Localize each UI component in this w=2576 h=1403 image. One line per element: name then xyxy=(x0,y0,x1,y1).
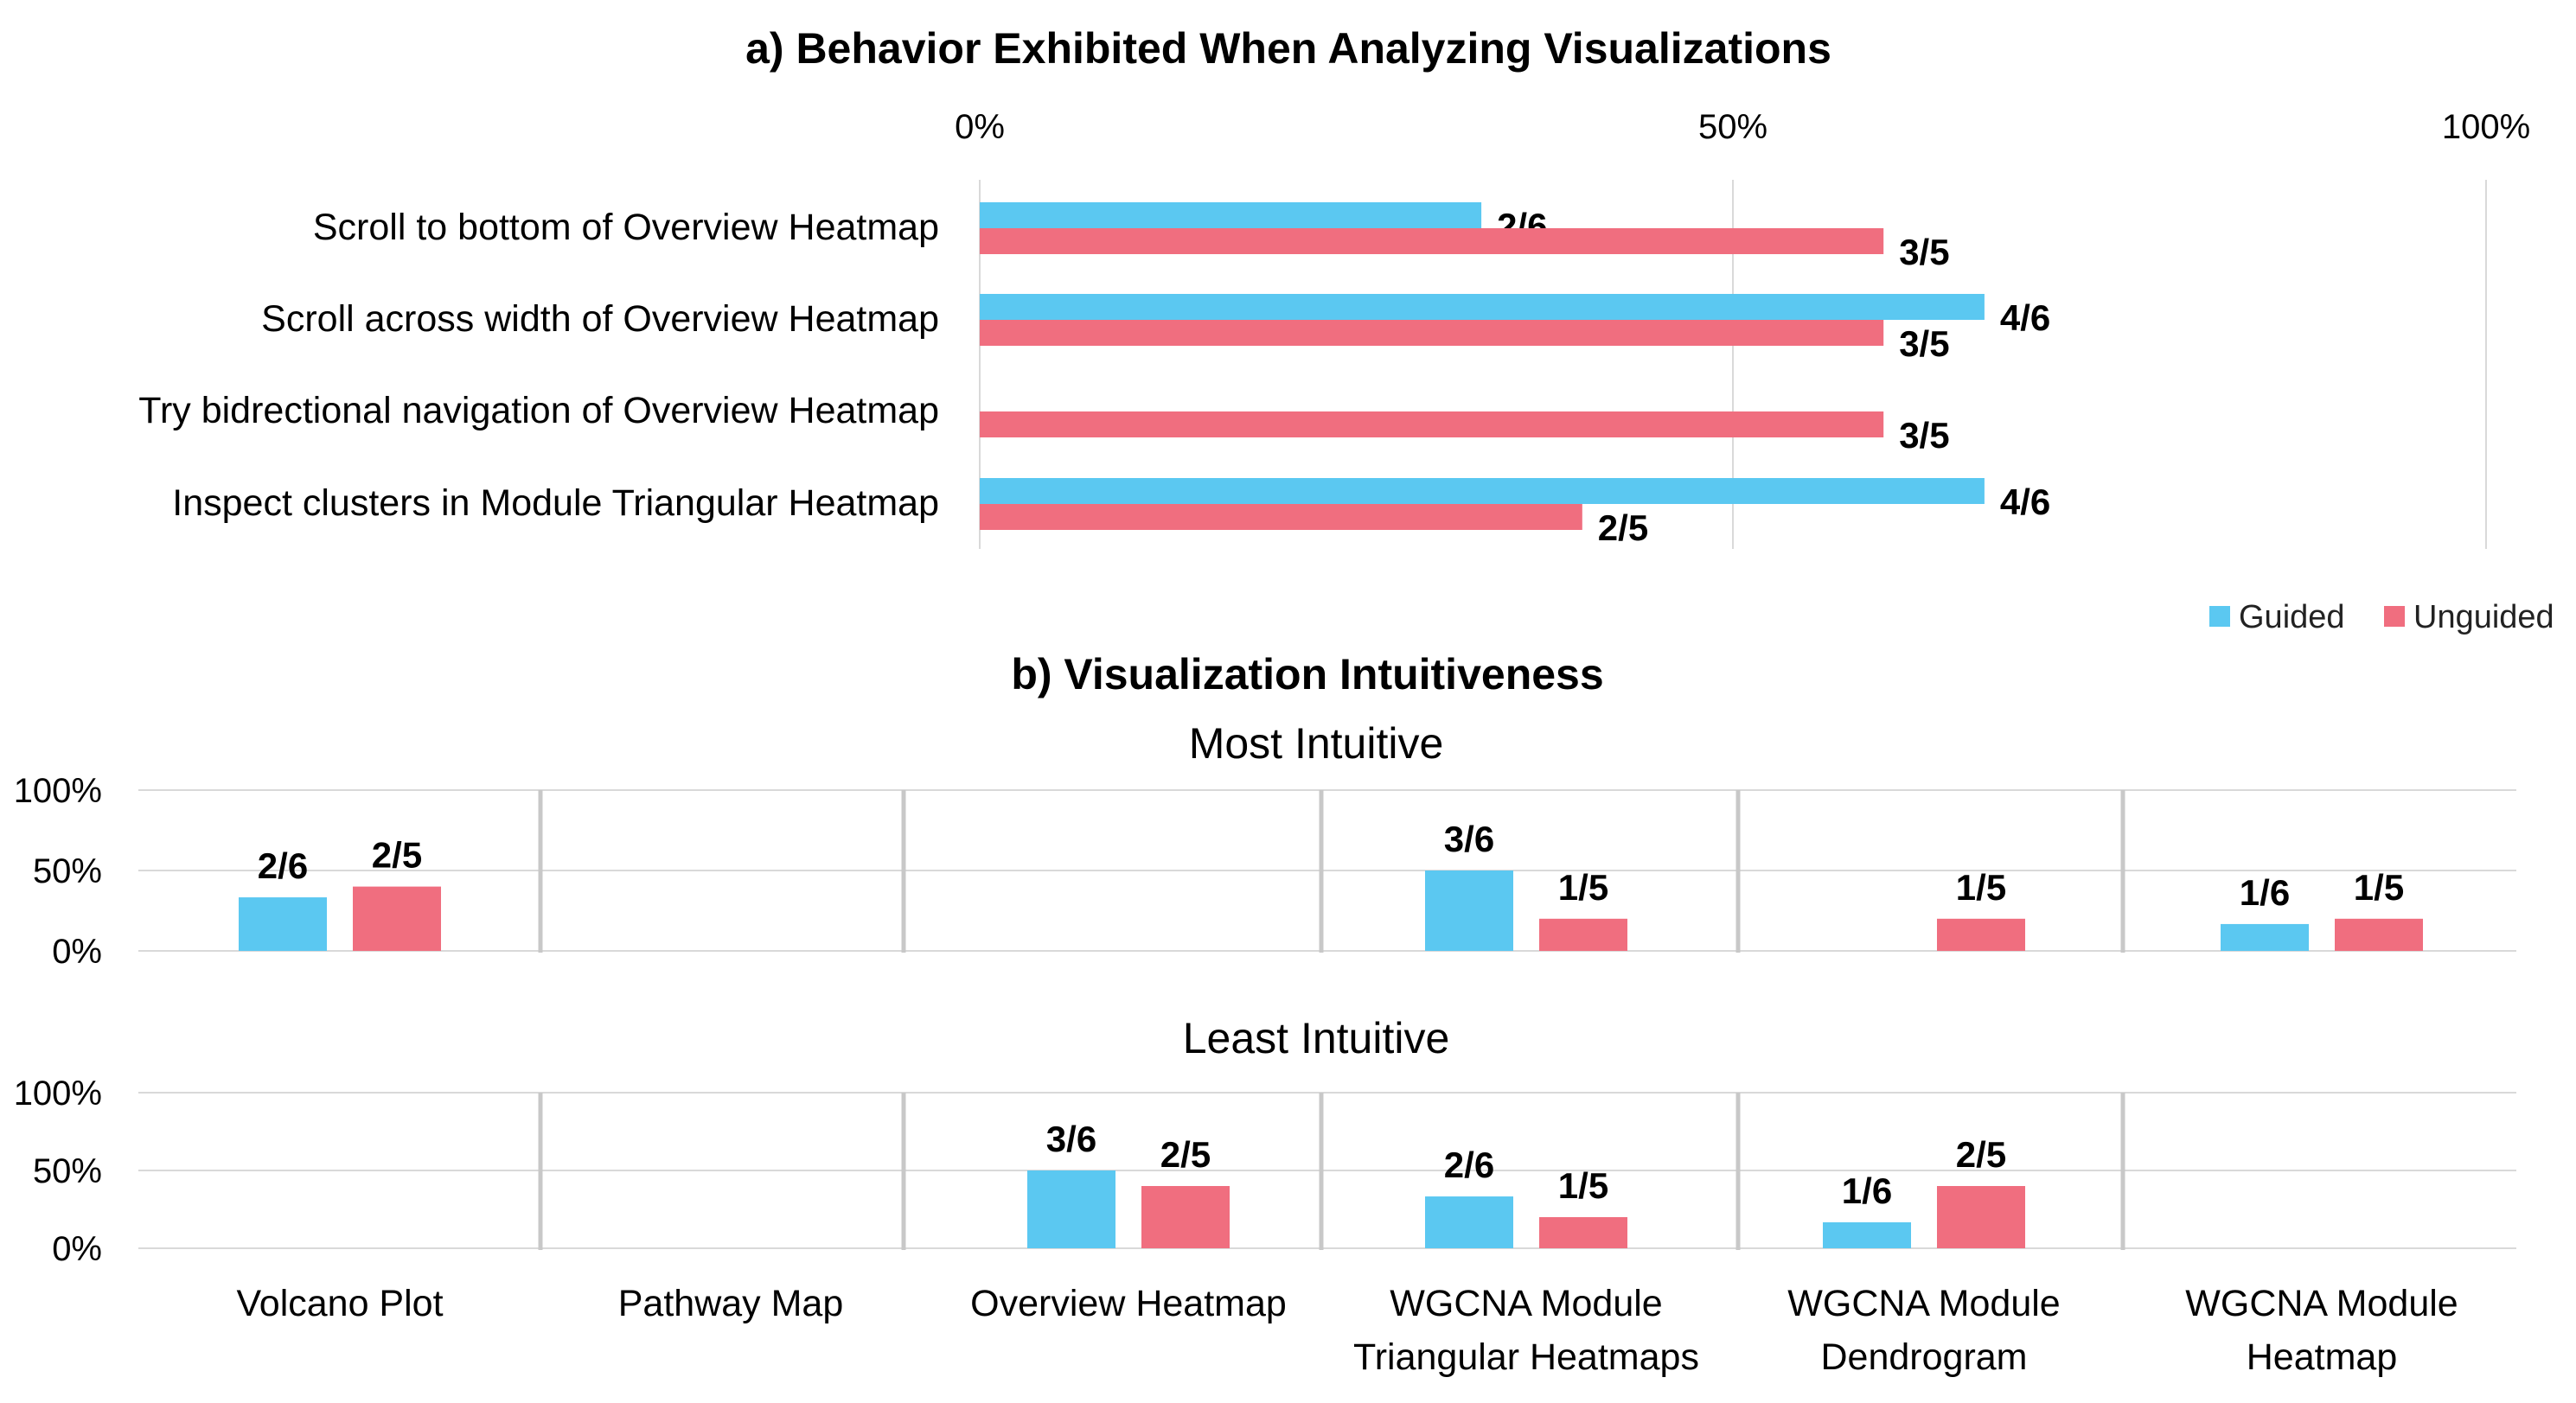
chart-b-data-label: 2/5 xyxy=(372,835,422,876)
chart-b-data-label: 1/6 xyxy=(1842,1170,1892,1211)
chart-b-data-label: 2/6 xyxy=(1444,1145,1494,1185)
legend-swatch-guided xyxy=(2209,606,2230,627)
chart-b-bar-unguided xyxy=(2335,918,2423,951)
chart-a-x-tick-label: 50% xyxy=(1698,108,1767,146)
chart-b-data-label: 3/6 xyxy=(1444,819,1494,859)
chart-b-y-tick-label: 0% xyxy=(52,933,102,971)
chart-b-x-category-label: Volcano Plot xyxy=(236,1283,443,1324)
chart-a-category-label: Try bidrectional navigation of Overview … xyxy=(138,390,939,431)
chart-b-data-label: 1/6 xyxy=(2240,872,2290,913)
chart-b-panel-subtitle: Most Intuitive xyxy=(1189,719,1444,768)
chart-b-title: b) Visualization Intuitiveness xyxy=(1011,650,1603,698)
chart-b-y-tick-label: 50% xyxy=(33,1152,102,1190)
chart-a-category-label: Scroll to bottom of Overview Heatmap xyxy=(313,207,939,248)
legend-swatch-unguided xyxy=(2384,606,2405,627)
chart-a-data-label: 4/6 xyxy=(2000,481,2050,522)
chart-a-bar-unguided xyxy=(980,504,1582,530)
chart-b-bar-unguided xyxy=(353,886,441,951)
chart-a-bar-unguided xyxy=(980,411,1884,437)
chart-a-bar-guided xyxy=(980,202,1482,228)
chart-a-data-label: 3/5 xyxy=(1899,415,1949,456)
chart-b-y-tick-label: 100% xyxy=(14,772,102,810)
chart-b-bar-guided xyxy=(1425,870,1513,951)
chart-b-bar-guided xyxy=(239,897,327,951)
chart-b-bar-guided xyxy=(1027,1170,1115,1248)
chart-b-panel-subtitle: Least Intuitive xyxy=(1183,1014,1450,1062)
chart-b-bar-guided xyxy=(2221,923,2309,951)
chart-b-data-label: 2/6 xyxy=(258,845,308,886)
legend-label-unguided: Unguided xyxy=(2413,599,2554,635)
chart-a-bar-guided xyxy=(980,478,1985,504)
chart-a-data-label: 4/6 xyxy=(2000,297,2050,338)
chart-b-data-label: 1/5 xyxy=(1558,867,1608,908)
chart-b-y-tick-label: 0% xyxy=(52,1230,102,1268)
chart-b-data-label: 2/5 xyxy=(1956,1134,2006,1175)
chart-b-bar-unguided xyxy=(1141,1186,1230,1248)
chart-a-bar-unguided xyxy=(980,320,1884,346)
chart-b-y-tick-label: 100% xyxy=(14,1075,102,1113)
chart-b-bar-guided xyxy=(1823,1221,1911,1248)
chart-b-data-label: 2/5 xyxy=(1160,1134,1211,1175)
chart-a-category-label: Scroll across width of Overview Heatmap xyxy=(261,298,939,340)
chart-a-data-label: 3/5 xyxy=(1899,323,1949,364)
chart-b-data-label: 1/5 xyxy=(1956,867,2006,908)
chart-b-x-category-label: Pathway Map xyxy=(618,1283,844,1324)
chart-b-x-category-label: WGCNA Module Heatmap xyxy=(2185,1283,2458,1378)
chart-a-data-label: 3/5 xyxy=(1899,232,1949,272)
chart-b-bar-unguided xyxy=(1539,1217,1627,1248)
chart-b-data-label: 1/5 xyxy=(2354,867,2404,908)
chart-a-x-tick-label: 0% xyxy=(955,108,1005,146)
chart-b-y-tick-label: 50% xyxy=(33,852,102,890)
chart-a-data-label: 2/5 xyxy=(1598,507,1648,548)
chart-b-bar-unguided xyxy=(1937,1186,2025,1248)
chart-b-bar-unguided xyxy=(1539,918,1627,951)
chart-b-x-category-label: WGCNA Module Triangular Heatmaps xyxy=(1353,1283,1699,1378)
chart-a-bar-guided xyxy=(980,294,1985,320)
legend-label-guided: Guided xyxy=(2239,599,2345,635)
chart-b-data-label: 3/6 xyxy=(1046,1119,1096,1159)
chart-a-bar-unguided xyxy=(980,228,1884,254)
chart-a-x-tick-label: 100% xyxy=(2442,108,2530,146)
chart-b-x-category-label: WGCNA Module Dendrogram xyxy=(1787,1283,2060,1378)
chart-b-x-category-label: Overview Heatmap xyxy=(970,1283,1287,1324)
chart-b-bar-unguided xyxy=(1937,918,2025,951)
chart-b-bar-guided xyxy=(1425,1196,1513,1248)
chart-a-title: a) Behavior Exhibited When Analyzing Vis… xyxy=(745,24,1831,73)
chart-a-category-label: Inspect clusters in Module Triangular He… xyxy=(172,482,939,524)
chart-b-data-label: 1/5 xyxy=(1558,1165,1608,1206)
